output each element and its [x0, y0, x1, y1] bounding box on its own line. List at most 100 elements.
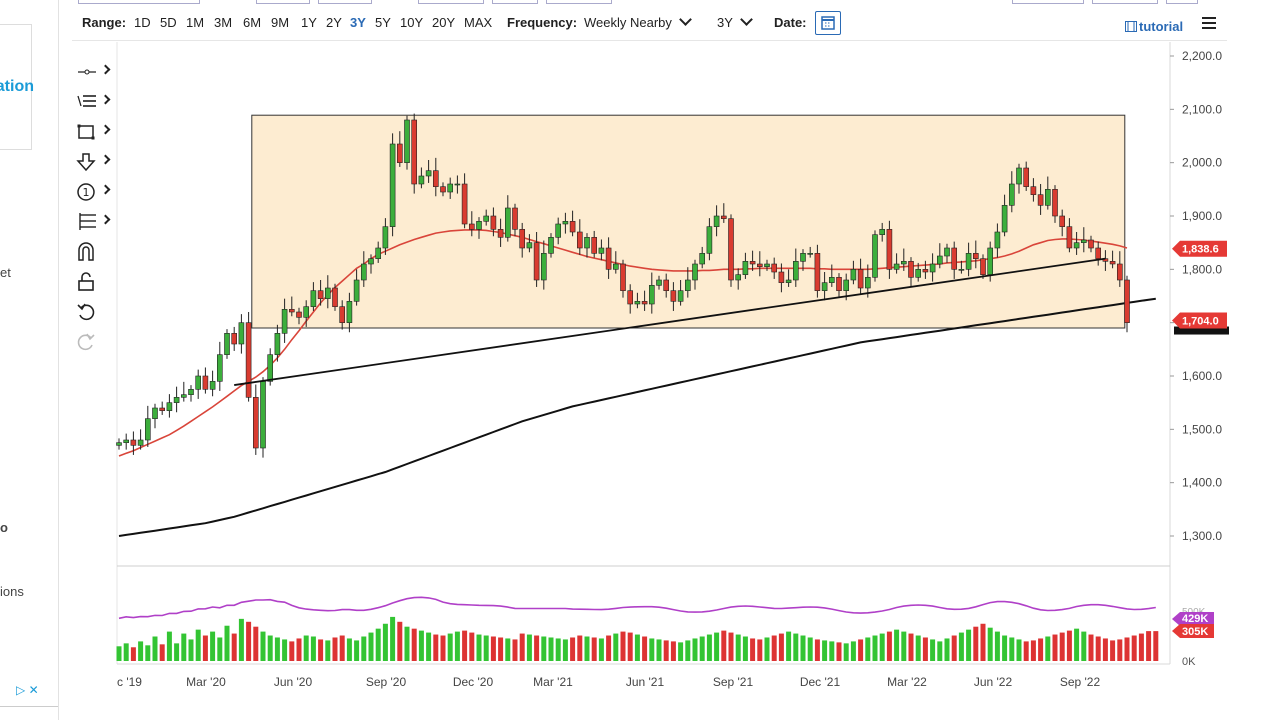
volume-bar	[822, 640, 828, 661]
volume-bar	[1052, 634, 1058, 661]
candle-down	[296, 311, 302, 318]
ad-choice-icon[interactable]: ▷ ✕	[16, 683, 39, 697]
range-1y[interactable]: 1Y	[301, 15, 317, 30]
x-tick-label: Mar '22	[887, 675, 927, 689]
candle-down	[836, 277, 842, 291]
volume-bar	[570, 637, 576, 661]
hamburger-menu-icon[interactable]	[1202, 17, 1216, 32]
x-tick-label: Sep '21	[713, 675, 754, 689]
candle-down	[130, 439, 137, 446]
volume-bar	[490, 636, 496, 661]
range-6m[interactable]: 6M	[243, 15, 262, 30]
range-1d[interactable]: 1D	[134, 15, 151, 30]
volume-bar	[987, 627, 993, 661]
candle-up	[562, 221, 569, 225]
calendar-button[interactable]	[815, 11, 841, 35]
volume-bar	[260, 631, 266, 661]
lock-tool[interactable]	[72, 270, 112, 294]
chart-toolbar: Range: 1D 5D 1M 3M 6M 9M 1Y 2Y 3Y 5Y 10Y…	[72, 8, 1227, 38]
period-select[interactable]: 3Y	[717, 13, 753, 30]
x-tick-label: Mar '21	[533, 675, 573, 689]
range-3y[interactable]: 3Y	[350, 15, 366, 30]
volume-bar	[231, 633, 237, 661]
candle-up	[965, 253, 972, 270]
volume-bar	[397, 621, 403, 661]
rectangle-tool[interactable]	[72, 120, 112, 144]
volume-bar	[346, 638, 352, 661]
candle-down	[288, 309, 295, 313]
volume-bar	[706, 634, 712, 661]
volume-bar	[303, 635, 309, 661]
volume-bar	[555, 638, 561, 661]
volume-bar	[519, 633, 525, 661]
volume-bar	[865, 637, 871, 661]
volume-bar	[692, 638, 698, 661]
candle-up	[1001, 205, 1008, 233]
crosshair-tool[interactable]	[72, 60, 112, 84]
undo-tool[interactable]	[72, 300, 112, 324]
frequency-select[interactable]: Weekly Nearby	[584, 13, 692, 30]
redo-tool[interactable]	[72, 330, 112, 354]
volume-avg-label: 429K	[1182, 613, 1208, 625]
candle-up	[145, 418, 151, 441]
candle-up	[692, 263, 698, 281]
range-20y[interactable]: 20Y	[432, 15, 456, 30]
volume-bar	[282, 639, 288, 661]
range-9m[interactable]: 9M	[271, 15, 290, 30]
volume-bar	[958, 632, 964, 661]
candle-up	[447, 183, 454, 193]
volume-bar	[728, 632, 734, 661]
volume-bar	[339, 635, 345, 661]
list-tool[interactable]	[72, 90, 112, 114]
side-text-3: ions	[0, 584, 24, 599]
candle-up	[526, 242, 533, 249]
candle-up	[1073, 242, 1080, 249]
candle-down	[396, 143, 403, 163]
range-5d[interactable]: 5D	[160, 15, 177, 30]
side-text-2: o	[0, 520, 8, 535]
x-tick-label: Jun '20	[274, 675, 313, 689]
candle-up	[656, 279, 662, 286]
volume-bar	[375, 628, 381, 661]
range-1m[interactable]: 1M	[186, 15, 205, 30]
volume-bar	[1045, 636, 1051, 661]
candle-up	[238, 322, 245, 345]
range-10y[interactable]: 10Y	[400, 15, 424, 30]
range-2y[interactable]: 2Y	[326, 15, 342, 30]
tutorial-link[interactable]: tutorial	[1125, 19, 1183, 34]
y-tick-label: 2,000.0	[1182, 156, 1222, 170]
candle-up	[324, 287, 331, 299]
candle-down	[317, 290, 324, 299]
fibonacci-icon	[79, 213, 96, 230]
counter-tool[interactable]: 1	[72, 180, 112, 204]
magnet-tool[interactable]	[72, 240, 112, 264]
candle-down	[1088, 239, 1094, 249]
volume-bar	[512, 639, 518, 661]
ad-banner[interactable]	[0, 24, 32, 150]
candle-up	[612, 263, 619, 270]
arrow-tool[interactable]	[72, 150, 112, 174]
volume-bar	[138, 641, 144, 661]
candle-down	[332, 287, 338, 307]
volume-bar	[1030, 640, 1036, 661]
volume-bar	[418, 630, 424, 661]
volume-bar	[368, 632, 374, 661]
range-5y[interactable]: 5Y	[375, 15, 391, 30]
range-3m[interactable]: 3M	[214, 15, 233, 30]
number-circle-icon: 1	[77, 183, 95, 201]
candle-up	[195, 375, 201, 390]
ad-text: ation	[0, 78, 34, 95]
candle-down	[1066, 226, 1073, 249]
volume-bar	[253, 626, 259, 661]
candle-down	[1023, 167, 1030, 187]
y-tick-label: 1,900.0	[1182, 209, 1222, 223]
fibonacci-tool[interactable]	[72, 210, 112, 234]
candle-up	[274, 333, 281, 355]
volume-bar	[505, 638, 511, 661]
range-max[interactable]: MAX	[464, 15, 493, 30]
crosshair-icon	[78, 69, 96, 75]
volume-bar	[778, 633, 784, 661]
candle-down	[972, 253, 979, 259]
volume-bar	[289, 641, 295, 661]
